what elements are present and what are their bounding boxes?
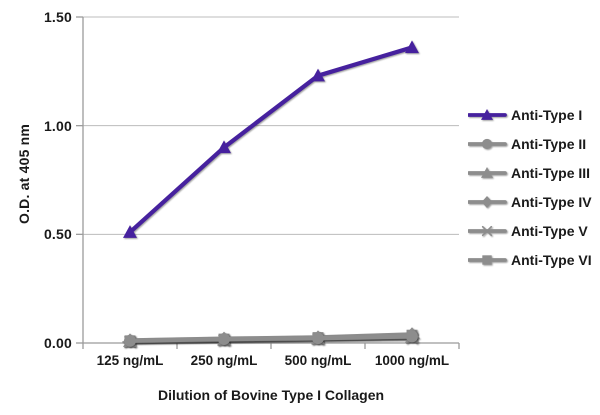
legend-label: Anti-Type III <box>511 164 591 181</box>
legend-item-anti-type-ii: Anti-Type II <box>468 129 592 158</box>
legend-item-anti-type-iii: Anti-Type III <box>468 158 592 187</box>
triangle-marker-icon <box>405 40 419 54</box>
circle-marker-icon <box>124 334 136 347</box>
legend-label: Anti-Type V <box>511 222 588 239</box>
x-tick-label: 1000 ng/mL <box>374 353 450 368</box>
legend-item-anti-type-v: Anti-Type V <box>468 216 592 245</box>
legend-label: Anti-Type I <box>511 106 583 123</box>
triangle-marker-icon <box>481 108 493 120</box>
circle-marker-icon <box>481 138 493 149</box>
legend-marker-circle-icon <box>468 138 507 149</box>
circle-marker-icon <box>406 330 418 343</box>
triangle-marker-icon <box>311 68 325 82</box>
triangle-marker-icon <box>123 225 137 238</box>
asterisk-marker-icon <box>480 225 494 236</box>
legend-marker-asterisk-icon <box>468 225 507 236</box>
x-tick-label: 250 ng/mL <box>190 353 258 368</box>
y-tick-label: 0.00 <box>43 335 72 351</box>
y-tick-label: 1.50 <box>43 9 72 25</box>
y-axis-title: O.D. at 405 nm <box>16 123 32 224</box>
legend-marker-square-icon <box>468 254 507 265</box>
y-tick-label: 1.00 <box>43 117 72 134</box>
x-tick-label: 125 ng/mL <box>96 353 164 368</box>
square-marker-icon <box>482 254 492 265</box>
legend-label: Anti-Type IV <box>511 193 592 210</box>
series-line <box>127 334 415 343</box>
triangle-marker-icon <box>481 166 493 178</box>
y-tick-label: 0.50 <box>43 226 72 243</box>
legend-item-anti-type-i: Anti-Type I <box>468 100 592 129</box>
legend-marker-triangle-icon <box>468 166 507 178</box>
circle-marker-icon <box>312 332 324 345</box>
legend-label: Anti-Type VI <box>511 251 592 268</box>
series-anti-type-i <box>123 40 419 238</box>
legend-marker-triangle-icon <box>468 108 507 120</box>
legend-item-anti-type-vi: Anti-Type VI <box>468 245 592 274</box>
legend: Anti-Type I Anti-Type II Anti-Type III Anti… <box>468 100 592 274</box>
legend-label: Anti-Type II <box>511 135 587 152</box>
legend-item-anti-type-iv: Anti-Type IV <box>468 187 592 216</box>
legend-marker-diamond-icon <box>468 195 507 208</box>
x-tick-label: 500 ng/mL <box>284 353 352 368</box>
diamond-marker-icon <box>481 195 493 208</box>
circle-marker-icon <box>218 333 230 346</box>
series-line <box>127 45 415 235</box>
x-axis-title: Dilution of Bovine Type I Collagen <box>157 387 385 403</box>
triangle-marker-icon <box>217 140 231 154</box>
series-anti-type-ii <box>124 330 418 347</box>
